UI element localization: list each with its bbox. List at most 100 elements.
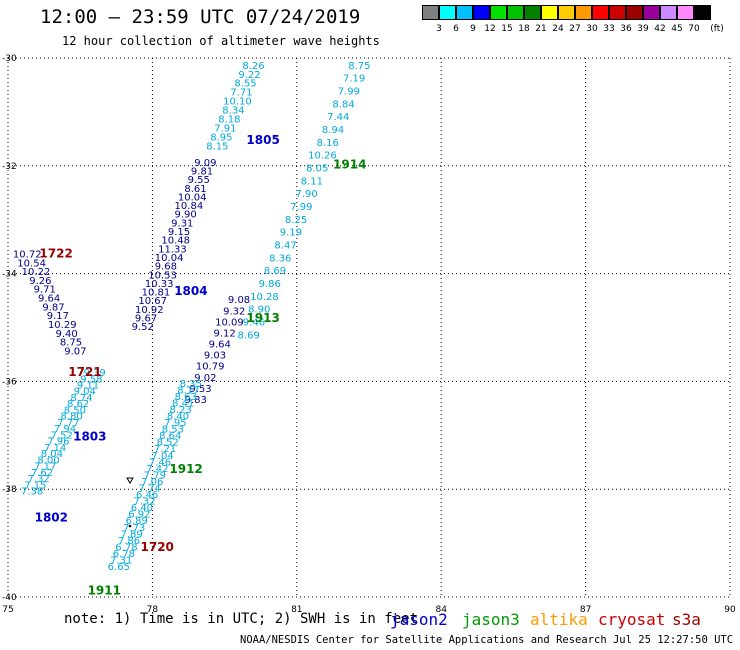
pass-time-label: 1913 [246,311,279,325]
track-dot-marker [128,524,132,528]
legend-label: 12 [484,24,496,34]
wave-height-value: 8.95 [210,133,232,144]
wave-height-value: 8.80 [60,412,82,423]
wave-height-value: 7.95 [164,418,186,429]
wave-height-value: 7.19 [343,74,365,85]
wave-height-value: 9.87 [42,302,64,313]
wave-height-value: 9.26 [29,276,51,287]
satellite-name-cryosat: cryosat [598,610,666,629]
wave-height-value: 7.44 [327,112,349,123]
legend-label: 21 [535,24,547,34]
legend-label: 30 [586,24,598,34]
footer-credit: NOAA/NESDIS Center for Satellite Applica… [240,634,740,646]
wave-height-value: 9.81 [191,166,213,177]
wave-height-value: 9.53 [189,384,211,395]
wave-height-value: 8.69 [264,266,286,277]
wave-height-value: 8.75 [60,338,82,349]
lon-tick-label: 78 [147,605,159,615]
legend-swatch [541,5,558,20]
lat-lon-grid [7,57,731,598]
pass-time-label: 1914 [333,157,366,171]
wave-height-value: 7.06 [141,477,163,488]
legend-label: 45 [671,24,683,34]
wave-height-value: 8.05 [306,163,328,174]
wave-height-value: 9.07 [64,346,86,357]
wave-height-value: 7.04 [151,451,173,462]
pass-time-label: 1805 [246,133,279,147]
wave-height-value: 9.52 [132,322,154,333]
legend-label: 24 [552,24,564,34]
legend-label: 27 [569,24,581,34]
wave-height-value: 8.34 [222,106,244,117]
wave-height-value: 7.74 [139,484,161,495]
wave-height-value: 9.03 [204,351,226,362]
wave-height-value: 9.12 [213,328,235,339]
legend-swatch [439,5,456,20]
lat-tick-label: -38 [2,485,17,495]
wave-height-value: 7.94 [54,424,76,435]
wave-height-value: 8.04 [41,449,63,460]
lat-tick-label: -40 [2,593,17,603]
legend-swatch [575,5,592,20]
lon-tick-label: 75 [2,605,13,615]
lat-tick-label: -36 [2,377,17,387]
wave-height-value: 6.89 [126,516,148,527]
wave-height-value: 8.15 [206,142,228,153]
wave-height-value: 8.36 [269,253,291,264]
wave-height-value: 9.19 [280,228,302,239]
pass-time-label: 1911 [88,583,121,597]
wave-height-value: 8.35 [180,379,202,390]
wave-height-value: 8.41 [172,398,194,409]
legend-swatch [592,5,609,20]
legend-label: 18 [518,24,530,34]
wave-height-value: 8.40 [167,412,189,423]
legend-label: 15 [501,24,513,34]
wave-height-value: 6.40 [131,503,153,514]
legend-unit: (ft) [710,24,724,34]
wave-height-value: 8.26 [242,61,264,72]
pass-time-label: 1803 [73,430,106,444]
wave-height-value: 8.75 [348,61,370,72]
wave-height-value: 7.21 [154,444,176,455]
legend-label: 9 [470,24,476,34]
legend-swatch [626,5,643,20]
wave-height-value: 9.08 [228,295,250,306]
wave-height-value: 8.11 [301,176,323,187]
wave-height-value: 7.32 [133,497,155,508]
legend-swatch [524,5,541,20]
wave-height-value: 9.67 [135,314,157,325]
wave-height-value: 8.55 [234,79,256,90]
lon-tick-label: 90 [724,605,736,615]
wave-height-value: 8.23 [169,405,191,416]
wave-height-value: 8.69 [238,330,260,341]
wave-height-value: 8.74 [70,393,92,404]
pass-time-label: 1722 [39,246,72,260]
wave-height-value: 9.90 [174,210,196,221]
legend-label: 6 [453,24,459,34]
wave-height-value: 9.68 [155,262,177,273]
satellite-name-jason3: jason3 [462,610,520,629]
wave-height-value: 7.91 [214,124,236,135]
wave-height-value: 8.90 [248,305,270,316]
wave-height-value: 8.00 [37,455,59,466]
wave-height-value: 10.04 [178,192,207,203]
wave-height-value: 6.78 [115,542,137,553]
wave-height-value: 8.50 [64,405,86,416]
wave-height-value: 9.04 [74,387,96,398]
legend-swatch [677,5,694,20]
wave-height-value: 9.32 [223,306,245,317]
wave-height-value: 7.86 [118,536,140,547]
wave-height-value: 9.39 [84,368,106,379]
wave-height-value: 7.73 [123,523,145,534]
pass-time-label: 1721 [68,365,101,379]
wave-height-value: 10.10 [223,97,252,108]
lat-tick-label: -34 [2,270,17,280]
wave-height-value: 10.04 [155,253,184,264]
wave-height-value: 9.09 [194,158,216,169]
legend-swatch [643,5,660,20]
axis-tick-labels: 75 78 81 84 87 90 -30 -32 -34 -36 -38 -40 [2,54,736,615]
legend-label: 3 [436,24,442,34]
legend-swatch [660,5,677,20]
wave-height-value: 9.86 [259,279,281,290]
lat-tick-label: -32 [2,162,17,172]
